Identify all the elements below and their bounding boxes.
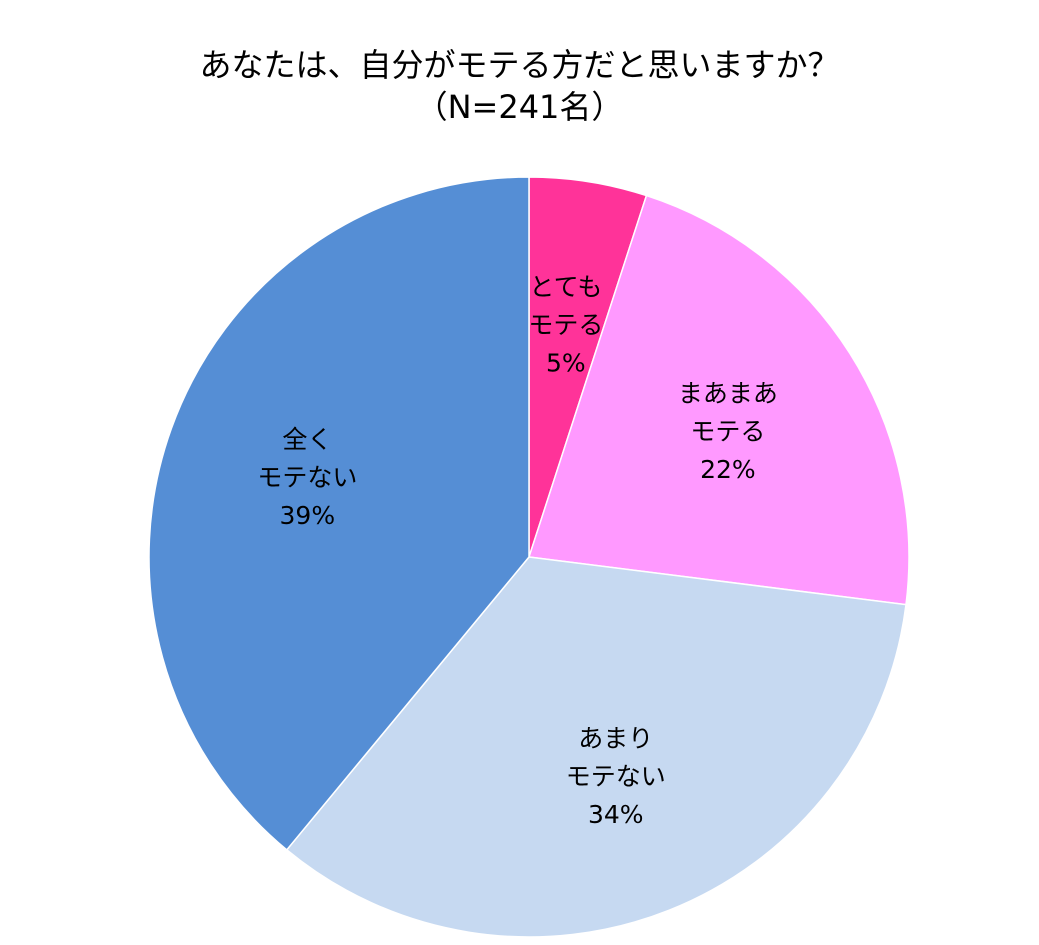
pie-slice-2	[285, 556, 907, 938]
chart-title-block: あなたは、自分がモテる方だと思いますか？ （N=241名）	[0, 44, 1039, 128]
pie-slice-3	[148, 176, 530, 851]
slice-category-label: 全く	[282, 425, 332, 454]
slice-value-label: 34%	[588, 800, 644, 829]
slice-category-label: まあまあ	[678, 379, 778, 408]
pie-slices	[148, 176, 910, 938]
slice-category-label: あまり	[578, 724, 653, 753]
slice-value-label: 39%	[280, 501, 336, 530]
chart-title: あなたは、自分がモテる方だと思いますか？	[199, 46, 840, 84]
chart-subtitle: （N=241名）	[415, 88, 624, 126]
pie-slice-1	[528, 194, 910, 606]
slice-category-label: モテる	[528, 310, 603, 339]
slice-category-label: モテない	[566, 762, 666, 791]
slice-value-label: 22%	[700, 455, 756, 484]
slice-category-label: とても	[529, 272, 602, 301]
slice-category-label: モテる	[690, 417, 765, 446]
slice-value-label: 5%	[546, 348, 586, 377]
slice-category-label: モテない	[257, 463, 357, 492]
